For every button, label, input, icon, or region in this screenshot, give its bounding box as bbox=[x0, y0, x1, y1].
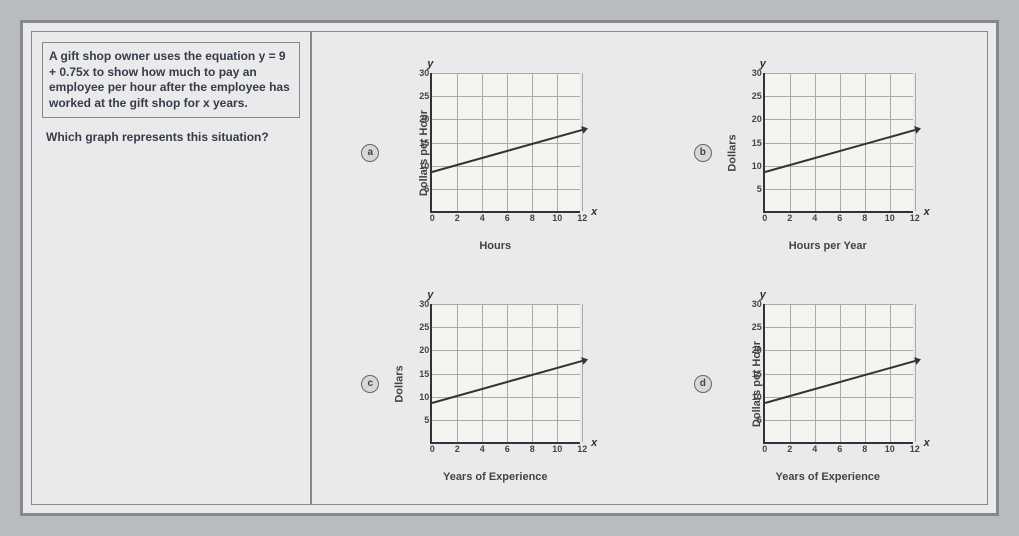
y-tick: 15 bbox=[752, 369, 765, 379]
x-tick: 4 bbox=[812, 211, 817, 223]
x-tick: 12 bbox=[910, 211, 920, 223]
y-tick: 10 bbox=[752, 392, 765, 402]
x-tick: 0 bbox=[762, 211, 767, 223]
y-tick: 5 bbox=[424, 184, 432, 194]
x-tick: 10 bbox=[885, 211, 895, 223]
x-tick: 4 bbox=[480, 442, 485, 454]
arrow-icon bbox=[581, 124, 589, 133]
x-tick: 6 bbox=[505, 211, 510, 223]
x-tick: 2 bbox=[455, 442, 460, 454]
x-axis-symbol: x bbox=[924, 437, 930, 449]
x-tick: 10 bbox=[552, 442, 562, 454]
x-tick: 10 bbox=[885, 442, 895, 454]
option-marker[interactable]: c bbox=[361, 375, 379, 393]
answer-option-a[interactable]: aDollars per HourHoursyx5101520253002468… bbox=[322, 42, 645, 263]
option-marker[interactable]: d bbox=[694, 375, 712, 393]
chart-box: DollarsHours per Yearyx51015202530024681… bbox=[718, 58, 938, 248]
answer-option-b[interactable]: bDollarsHours per Yearyx5101520253002468… bbox=[655, 42, 978, 263]
plot-area: 51015202530024681012 bbox=[430, 304, 580, 444]
y-tick: 30 bbox=[752, 68, 765, 78]
option-marker[interactable]: b bbox=[694, 144, 712, 162]
answers-panel: aDollars per HourHoursyx5101520253002468… bbox=[312, 32, 987, 504]
x-tick: 8 bbox=[862, 211, 867, 223]
x-tick: 8 bbox=[862, 442, 867, 454]
x-tick: 10 bbox=[552, 211, 562, 223]
x-tick: 2 bbox=[787, 211, 792, 223]
x-tick: 8 bbox=[530, 442, 535, 454]
arrow-icon bbox=[581, 355, 589, 364]
plot-area: 51015202530024681012 bbox=[763, 304, 913, 444]
x-axis-label: Years of Experience bbox=[775, 471, 880, 483]
x-tick: 8 bbox=[530, 211, 535, 223]
x-tick: 2 bbox=[787, 442, 792, 454]
chart-box: Dollars per HourYears of Experienceyx510… bbox=[718, 289, 938, 479]
x-axis-symbol: x bbox=[591, 437, 597, 449]
y-tick: 30 bbox=[419, 68, 432, 78]
y-tick: 20 bbox=[419, 345, 432, 355]
y-tick: 30 bbox=[419, 299, 432, 309]
y-tick: 10 bbox=[752, 161, 765, 171]
plot-area: 51015202530024681012 bbox=[763, 73, 913, 213]
x-axis-label: Years of Experience bbox=[443, 471, 548, 483]
answer-option-c[interactable]: cDollarsYears of Experienceyx51015202530… bbox=[322, 273, 645, 494]
x-tick: 0 bbox=[430, 442, 435, 454]
worksheet-inner: A gift shop owner uses the equation y = … bbox=[31, 31, 988, 505]
y-tick: 30 bbox=[752, 299, 765, 309]
y-axis-label: Dollars bbox=[726, 134, 738, 171]
worksheet-frame: A gift shop owner uses the equation y = … bbox=[20, 20, 999, 516]
answer-option-d[interactable]: dDollars per HourYears of Experienceyx51… bbox=[655, 273, 978, 494]
y-axis-label: Dollars bbox=[394, 365, 406, 402]
x-tick: 6 bbox=[505, 442, 510, 454]
y-tick: 10 bbox=[419, 161, 432, 171]
x-tick: 0 bbox=[762, 442, 767, 454]
question-prompt: Which graph represents this situation? bbox=[42, 126, 300, 148]
chart-box: Dollars per HourHoursyx51015202530024681… bbox=[385, 58, 605, 248]
option-marker[interactable]: a bbox=[361, 144, 379, 162]
x-tick: 6 bbox=[837, 211, 842, 223]
arrow-icon bbox=[914, 124, 922, 133]
y-tick: 15 bbox=[419, 138, 432, 148]
y-tick: 15 bbox=[419, 369, 432, 379]
y-tick: 5 bbox=[757, 415, 765, 425]
arrow-icon bbox=[914, 355, 922, 364]
x-tick: 12 bbox=[577, 442, 587, 454]
y-tick: 20 bbox=[419, 114, 432, 124]
question-context: A gift shop owner uses the equation y = … bbox=[42, 42, 300, 118]
x-tick: 12 bbox=[910, 442, 920, 454]
y-tick: 10 bbox=[419, 392, 432, 402]
y-tick: 20 bbox=[752, 345, 765, 355]
y-tick: 25 bbox=[752, 322, 765, 332]
x-axis-symbol: x bbox=[924, 206, 930, 218]
question-panel: A gift shop owner uses the equation y = … bbox=[32, 32, 312, 504]
y-tick: 20 bbox=[752, 114, 765, 124]
y-tick: 25 bbox=[752, 91, 765, 101]
y-tick: 5 bbox=[424, 415, 432, 425]
y-tick: 5 bbox=[757, 184, 765, 194]
x-tick: 4 bbox=[812, 442, 817, 454]
y-tick: 25 bbox=[419, 91, 432, 101]
x-tick: 4 bbox=[480, 211, 485, 223]
x-axis-label: Hours bbox=[479, 240, 511, 252]
x-tick: 2 bbox=[455, 211, 460, 223]
plot-area: 51015202530024681012 bbox=[430, 73, 580, 213]
chart-box: DollarsYears of Experienceyx510152025300… bbox=[385, 289, 605, 479]
x-tick: 12 bbox=[577, 211, 587, 223]
x-tick: 6 bbox=[837, 442, 842, 454]
x-tick: 0 bbox=[430, 211, 435, 223]
y-tick: 15 bbox=[752, 138, 765, 148]
x-axis-symbol: x bbox=[591, 206, 597, 218]
y-tick: 25 bbox=[419, 322, 432, 332]
x-axis-label: Hours per Year bbox=[789, 240, 867, 252]
